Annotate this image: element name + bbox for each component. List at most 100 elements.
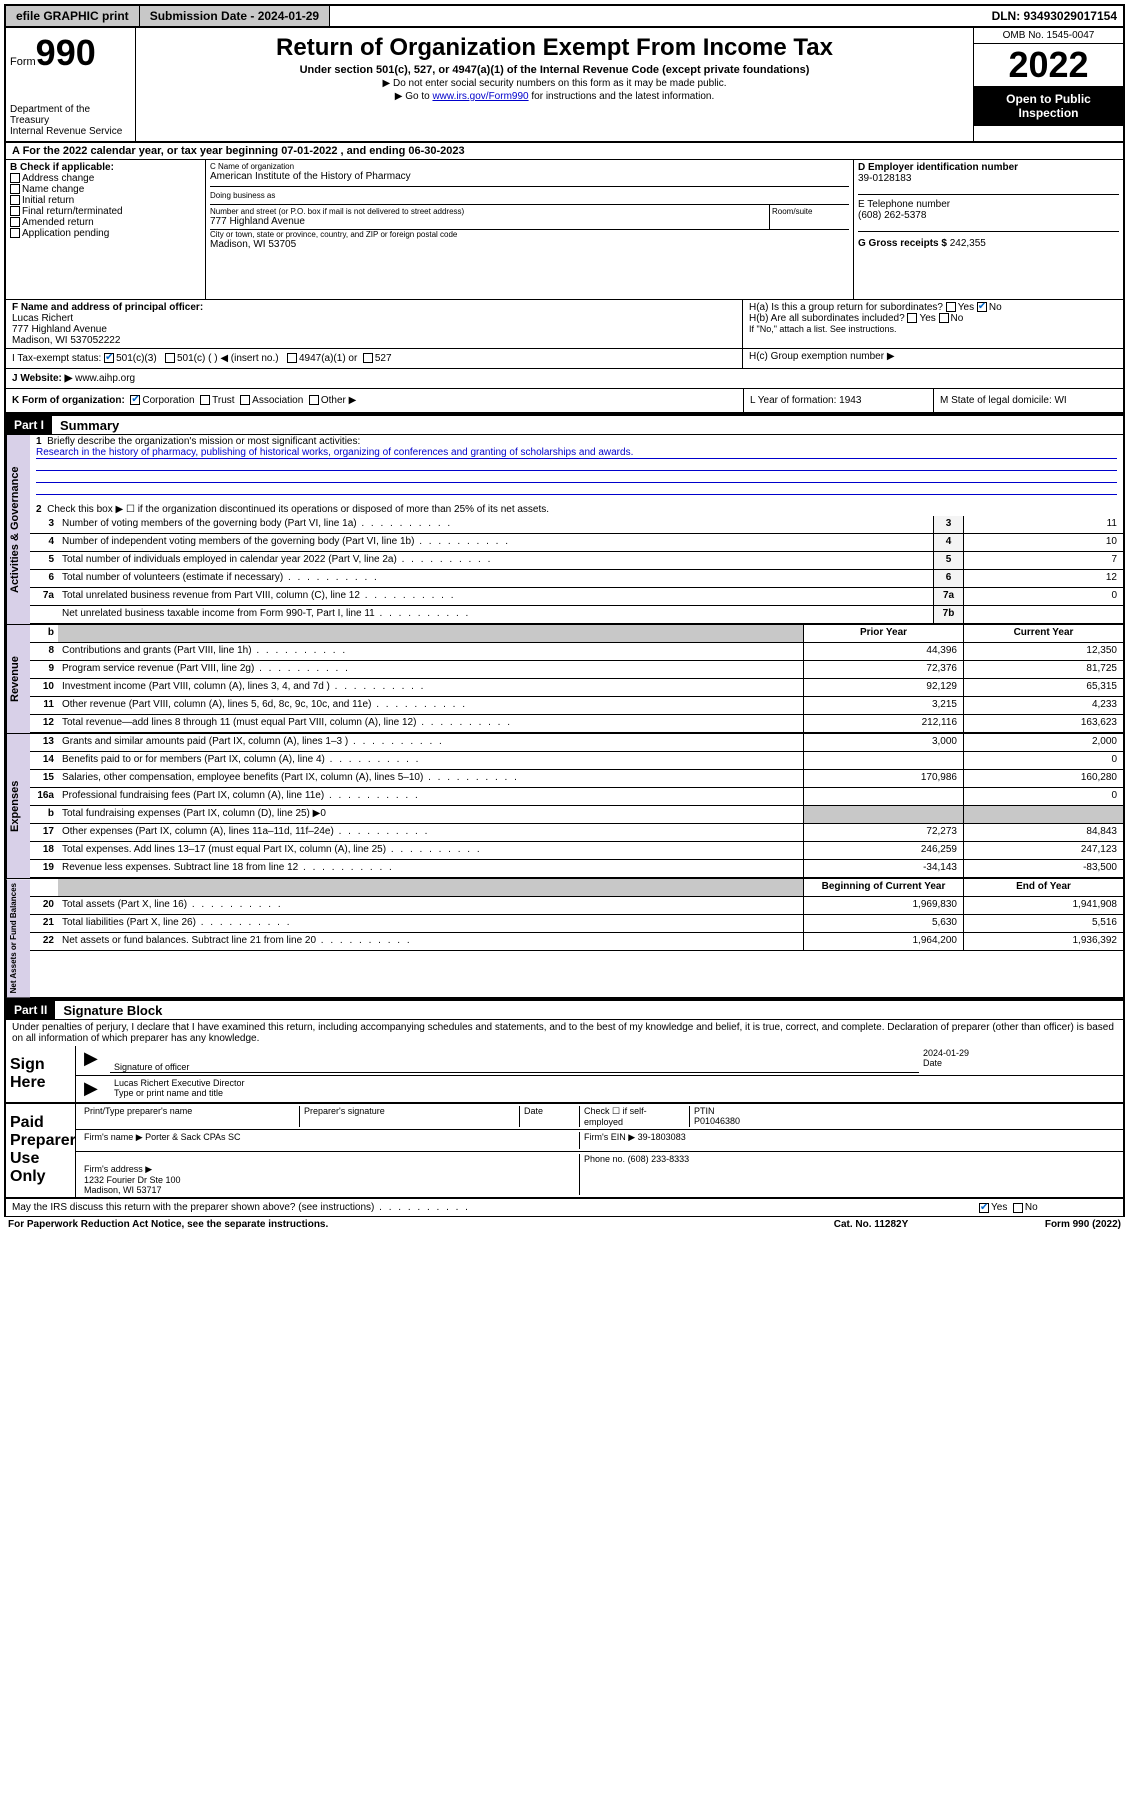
chk-trust[interactable] xyxy=(200,395,210,405)
line-box: 4 xyxy=(933,534,963,551)
line-num: 11 xyxy=(30,697,58,714)
hb-yes[interactable] xyxy=(907,313,917,323)
beginning-year-head: Beginning of Current Year xyxy=(803,879,963,896)
prior-value xyxy=(803,752,963,769)
hb-no[interactable] xyxy=(939,313,949,323)
chk-other[interactable] xyxy=(309,395,319,405)
chk-amended-return[interactable]: Amended return xyxy=(10,217,201,228)
firm-name: Porter & Sack CPAs SC xyxy=(145,1132,240,1142)
website-label: J Website: ▶ xyxy=(12,373,72,384)
end-value: 5,516 xyxy=(963,915,1123,932)
firm-phone: (608) 233-8333 xyxy=(628,1154,690,1164)
ha-no[interactable] xyxy=(977,302,987,312)
chk-final-return[interactable]: Final return/terminated xyxy=(10,206,201,217)
prior-value: 72,376 xyxy=(803,661,963,678)
prior-value: 72,273 xyxy=(803,824,963,841)
line-desc: Total number of individuals employed in … xyxy=(58,552,933,569)
sign-date: 2024-01-29 xyxy=(923,1048,1115,1058)
current-value: 247,123 xyxy=(963,842,1123,859)
prior-value: 246,259 xyxy=(803,842,963,859)
line-num: 20 xyxy=(30,897,58,914)
addr-label: Number and street (or P.O. box if mail i… xyxy=(210,207,769,216)
part2-title: Signature Block xyxy=(55,1003,162,1018)
line-desc: Net assets or fund balances. Subtract li… xyxy=(58,933,803,950)
website-value: www.aihp.org xyxy=(75,373,135,384)
vtab-governance: Activities & Governance xyxy=(6,435,30,624)
line-num: 15 xyxy=(30,770,58,787)
prior-value: 92,129 xyxy=(803,679,963,696)
efile-print-button[interactable]: efile GRAPHIC print xyxy=(6,6,140,26)
line-desc: Number of independent voting members of … xyxy=(58,534,933,551)
signer-name-label: Type or print name and title xyxy=(114,1088,1115,1098)
chk-4947[interactable] xyxy=(287,353,297,363)
discuss-yes[interactable] xyxy=(979,1203,989,1213)
line-desc: Total expenses. Add lines 13–17 (must eq… xyxy=(58,842,803,859)
line-desc: Benefits paid to or for members (Part IX… xyxy=(58,752,803,769)
note-link: ▶ Go to www.irs.gov/Form990 for instruct… xyxy=(142,91,967,102)
line-desc: Grants and similar amounts paid (Part IX… xyxy=(58,734,803,751)
line-desc: Contributions and grants (Part VIII, lin… xyxy=(58,643,803,660)
chk-initial-return[interactable]: Initial return xyxy=(10,195,201,206)
dept-label: Department of the Treasury Internal Reve… xyxy=(10,104,131,137)
firm-ein-label: Firm's EIN ▶ xyxy=(584,1132,635,1142)
line-value xyxy=(963,606,1123,623)
current-value: 160,280 xyxy=(963,770,1123,787)
line-desc: Total fundraising expenses (Part IX, col… xyxy=(58,806,803,823)
form-subtitle: Under section 501(c), 527, or 4947(a)(1)… xyxy=(142,64,967,76)
discuss-no[interactable] xyxy=(1013,1203,1023,1213)
check-if-label: B Check if applicable: xyxy=(10,162,201,173)
officer-label: F Name and address of principal officer: xyxy=(12,302,203,313)
chk-name-change[interactable]: Name change xyxy=(10,184,201,195)
line-num: 10 xyxy=(30,679,58,696)
line-box: 5 xyxy=(933,552,963,569)
paid-preparer-label: Paid Preparer Use Only xyxy=(6,1104,76,1197)
line-num: 8 xyxy=(30,643,58,660)
line-num: 22 xyxy=(30,933,58,950)
line-num: 9 xyxy=(30,661,58,678)
prior-value: 212,116 xyxy=(803,715,963,732)
line-num: 19 xyxy=(30,860,58,877)
chk-corporation[interactable] xyxy=(130,395,140,405)
submission-date-button[interactable]: Submission Date - 2024-01-29 xyxy=(140,6,330,26)
tax-year: 2022 xyxy=(974,44,1123,86)
line-value: 12 xyxy=(963,570,1123,587)
ein-label: D Employer identification number xyxy=(858,162,1018,173)
chk-application-pending[interactable]: Application pending xyxy=(10,228,201,239)
line-num: 14 xyxy=(30,752,58,769)
line-value: 11 xyxy=(963,516,1123,533)
signer-name: Lucas Richert Executive Director xyxy=(114,1078,1115,1088)
current-value: -83,500 xyxy=(963,860,1123,877)
prior-value xyxy=(803,788,963,805)
line-desc: Program service revenue (Part VIII, line… xyxy=(58,661,803,678)
current-value: 163,623 xyxy=(963,715,1123,732)
line-value: 0 xyxy=(963,588,1123,605)
line-box: 7a xyxy=(933,588,963,605)
h-c: H(c) Group exemption number ▶ xyxy=(743,349,1123,368)
line-desc: Total number of volunteers (estimate if … xyxy=(58,570,933,587)
sign-date-label: Date xyxy=(923,1058,1115,1068)
org-name: American Institute of the History of Pha… xyxy=(210,171,849,182)
beginning-value: 5,630 xyxy=(803,915,963,932)
line-desc: Other expenses (Part IX, column (A), lin… xyxy=(58,824,803,841)
line-desc: Salaries, other compensation, employee b… xyxy=(58,770,803,787)
line-desc: Other revenue (Part VIII, column (A), li… xyxy=(58,697,803,714)
phone-label: E Telephone number xyxy=(858,199,950,210)
prior-value: 44,396 xyxy=(803,643,963,660)
chk-501c3[interactable] xyxy=(104,353,114,363)
q1-label: Briefly describe the organization's miss… xyxy=(47,436,360,447)
chk-association[interactable] xyxy=(240,395,250,405)
line-num: 21 xyxy=(30,915,58,932)
chk-address-change[interactable]: Address change xyxy=(10,173,201,184)
line-num: 18 xyxy=(30,842,58,859)
prior-value: 170,986 xyxy=(803,770,963,787)
section-c: C Name of organization American Institut… xyxy=(206,160,853,299)
sign-here-label: Sign Here xyxy=(6,1046,76,1102)
omb-number: OMB No. 1545-0047 xyxy=(974,28,1123,44)
chk-527[interactable] xyxy=(363,353,373,363)
current-value: 65,315 xyxy=(963,679,1123,696)
q2-label: Check this box ▶ ☐ if the organization d… xyxy=(47,504,549,515)
ha-yes[interactable] xyxy=(946,302,956,312)
irs-link[interactable]: www.irs.gov/Form990 xyxy=(432,91,528,102)
room-label: Room/suite xyxy=(772,207,847,216)
chk-501c[interactable] xyxy=(165,353,175,363)
